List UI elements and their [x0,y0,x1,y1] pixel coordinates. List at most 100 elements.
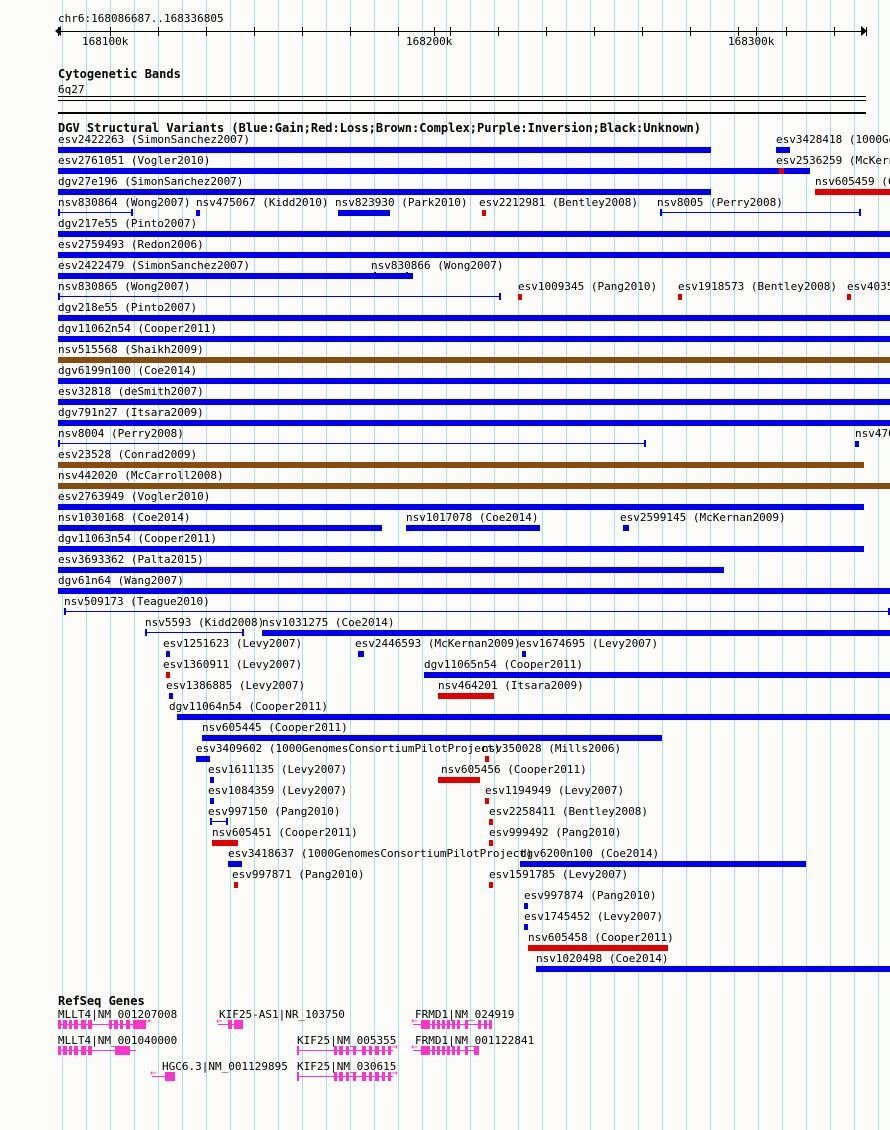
variant-bar-gain[interactable] [524,924,528,930]
gene-exon[interactable] [474,1046,479,1055]
variant-label[interactable]: esv2761051 (Vogler2010) [58,154,211,167]
variant-label[interactable]: dgv11064n54 (Cooper2011) [169,700,328,713]
gene-exon[interactable] [334,1072,337,1081]
gene-exon[interactable] [115,1046,130,1055]
variant-label[interactable]: dgv11065n54 (Cooper2011) [424,658,583,671]
variant-label[interactable]: dgv6199n100 (Coe2014) [58,364,198,377]
variant-label[interactable]: esv2599145 (McKernan2009) [620,511,786,524]
variant-line-gain[interactable] [660,209,861,216]
variant-label[interactable]: esv23528 (Conrad2009) [58,448,198,461]
variant-label[interactable]: esv2422263 (SimonSanchez2007) [58,133,251,146]
gene-exon[interactable] [452,1020,455,1029]
variant-bar-gain[interactable] [210,798,214,804]
variant-label[interactable]: esv32818 (deSmith2007) [58,385,204,398]
variant-bar-gain[interactable] [58,273,413,279]
variant-bar-loss[interactable] [482,210,486,216]
gene-exon[interactable] [465,1046,468,1055]
gene-label[interactable]: KIF25-AS1|NR_103750 [219,1008,345,1021]
gene-exon[interactable] [81,1020,86,1029]
variant-bar-gain[interactable] [58,588,890,594]
variant-label[interactable]: esv4035176 (Chiang2017) [847,280,890,293]
gene-label[interactable]: FRMD1|NM_024919 [415,1008,515,1021]
variant-bar-gain[interactable] [58,189,711,195]
variant-label[interactable]: esv2763949 (Vogler2010) [58,490,211,503]
variant-label[interactable]: nsv8004 (Perry2008) [58,427,184,440]
variant-bar-complex[interactable] [58,357,890,363]
gene-exon[interactable] [88,1020,92,1029]
variant-label[interactable]: nsv464201 (Itsara2009) [438,679,584,692]
variant-bar-gain[interactable] [169,693,173,699]
variant-label[interactable]: nsv830864 (Wong2007) [58,196,191,209]
gene-exon[interactable] [297,1046,299,1055]
variant-bar-gain[interactable] [202,735,662,741]
variant-bar-gain[interactable] [623,525,629,531]
gene-exon[interactable] [465,1020,468,1029]
variant-label[interactable]: esv1611135 (Levy2007) [208,763,348,776]
variant-label[interactable]: esv1918573 (Bentley2008) [678,280,837,293]
gene-exon[interactable] [375,1046,379,1055]
gene-exon[interactable] [452,1046,455,1055]
gene-exon[interactable] [478,1020,481,1029]
gene-exon[interactable] [484,1020,487,1029]
gene-exon[interactable] [63,1046,67,1055]
variant-label[interactable]: esv997150 (Pang2010) [208,805,341,818]
variant-bar-loss[interactable] [489,819,493,825]
variant-label[interactable]: esv1009345 (Pang2010) [518,280,658,293]
gene-exon[interactable] [88,1046,92,1055]
variant-label[interactable]: dgv11063n54 (Cooper2011) [58,532,217,545]
gene-exon[interactable] [388,1046,391,1055]
gene-exon[interactable] [369,1046,372,1055]
variant-label[interactable]: nsv830866 (Wong2007) [371,259,504,272]
variant-label[interactable]: esv1591785 (Levy2007) [489,868,629,881]
variant-label[interactable]: esv2212981 (Bentley2008) [479,196,638,209]
variant-label[interactable]: esv1084359 (Levy2007) [208,784,348,797]
variant-label[interactable]: dgv218e55 (Pinto2007) [58,301,198,314]
gene-label[interactable]: MLLT4|NM_001040000 [58,1034,178,1047]
variant-label[interactable]: nsv823930 (Park2010) [335,196,468,209]
gene-exon[interactable] [353,1046,356,1055]
variant-bar-gain[interactable] [58,399,890,405]
variant-bar-gain[interactable] [855,441,859,447]
variant-label[interactable]: esv3418637 (1000GenomesConsortiumPilotPr… [228,847,533,860]
variant-label[interactable]: nsv442020 (McCarroll2008) [58,469,224,482]
gene-exon[interactable] [382,1072,385,1081]
variant-bar-loss[interactable] [489,840,493,846]
variant-bar-gain[interactable] [58,504,864,510]
variant-bar-loss[interactable] [485,798,489,804]
variant-bar-gain[interactable] [776,147,790,153]
variant-bar-gain[interactable] [58,336,890,342]
variant-label[interactable]: nsv509173 (Teague2010) [64,595,210,608]
variant-label[interactable]: nsv1017078 (Coe2014) [406,511,539,524]
variant-label[interactable]: esv2258411 (Bentley2008) [489,805,648,818]
variant-label[interactable]: dgv27e196 (SimonSanchez2007) [58,175,244,188]
variant-bar-loss[interactable] [212,840,238,846]
variant-label[interactable]: nsv476014 (Kidd2010) [855,427,890,440]
variant-label[interactable]: nsv605456 (Cooper2011) [441,763,587,776]
variant-bar-gain[interactable] [406,525,540,531]
gene-exon[interactable] [339,1046,343,1055]
variant-label[interactable]: dgv11062n54 (Cooper2011) [58,322,217,335]
gene-exon[interactable] [362,1072,366,1081]
variant-label[interactable]: esv2536259 (McKernan2009) [776,154,890,167]
gene-exon[interactable] [421,1020,430,1029]
gene-exon[interactable] [109,1020,112,1029]
variant-label[interactable]: esv2422479 (SimonSanchez2007) [58,259,251,272]
variant-label[interactable]: nsv515568 (Shaikh2009) [58,343,204,356]
gene-exon[interactable] [114,1020,118,1029]
gene-label[interactable]: KIF25|NM_030615 [297,1060,397,1073]
variant-label[interactable]: esv999492 (Pang2010) [489,826,622,839]
variant-label[interactable]: esv3409602 (1000GenomesConsortiumPilotPr… [196,742,501,755]
variant-label[interactable]: esv2446593 (McKernan2009) [355,637,521,650]
gene-exon[interactable] [297,1072,299,1081]
variant-label[interactable]: esv1386885 (Levy2007) [166,679,306,692]
variant-bar-gain[interactable] [58,231,890,237]
variant-bar-gain[interactable] [58,525,382,531]
variant-bar-gain[interactable] [536,966,890,972]
gene-exon[interactable] [346,1072,349,1081]
variant-label[interactable]: nsv8005 (Perry2008) [657,196,783,209]
variant-label[interactable]: nsv605459 (Coe2014) [815,175,890,188]
variant-bar-gain[interactable] [338,210,390,216]
variant-label[interactable]: esv1360911 (Levy2007) [163,658,303,671]
variant-bar-loss[interactable] [678,294,682,300]
gene-exon[interactable] [69,1020,72,1029]
